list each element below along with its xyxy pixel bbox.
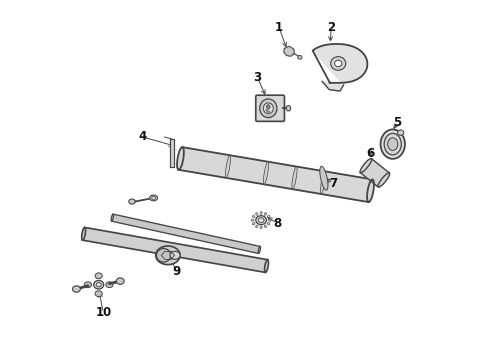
Ellipse shape: [269, 219, 271, 221]
Ellipse shape: [156, 246, 180, 265]
Ellipse shape: [298, 55, 302, 59]
Ellipse shape: [95, 291, 102, 297]
Polygon shape: [360, 159, 390, 187]
Polygon shape: [112, 214, 260, 253]
Ellipse shape: [156, 248, 171, 262]
Text: 7: 7: [329, 177, 337, 190]
Ellipse shape: [256, 216, 267, 225]
Ellipse shape: [152, 197, 155, 199]
Ellipse shape: [256, 213, 258, 215]
Ellipse shape: [264, 225, 267, 228]
Polygon shape: [170, 139, 174, 167]
Text: 1: 1: [275, 21, 283, 34]
Ellipse shape: [252, 222, 255, 225]
Ellipse shape: [397, 130, 404, 135]
Ellipse shape: [381, 130, 405, 159]
Ellipse shape: [264, 213, 267, 215]
Ellipse shape: [82, 228, 86, 240]
Ellipse shape: [106, 282, 113, 288]
Ellipse shape: [367, 179, 374, 202]
Ellipse shape: [94, 280, 104, 289]
Text: 10: 10: [95, 306, 111, 319]
Ellipse shape: [320, 171, 325, 194]
Ellipse shape: [251, 219, 254, 221]
Ellipse shape: [111, 214, 114, 221]
Ellipse shape: [320, 166, 328, 190]
Ellipse shape: [260, 212, 262, 215]
Ellipse shape: [267, 222, 270, 225]
Ellipse shape: [177, 147, 184, 170]
Ellipse shape: [170, 251, 180, 259]
Ellipse shape: [129, 199, 135, 204]
Text: 4: 4: [139, 130, 147, 144]
Ellipse shape: [252, 215, 255, 218]
Ellipse shape: [292, 167, 297, 189]
Ellipse shape: [265, 260, 269, 273]
Text: 9: 9: [173, 265, 181, 278]
Polygon shape: [284, 46, 294, 56]
Ellipse shape: [267, 215, 270, 218]
Ellipse shape: [258, 247, 261, 253]
Ellipse shape: [84, 282, 92, 288]
Ellipse shape: [225, 155, 230, 178]
Ellipse shape: [258, 218, 264, 222]
Ellipse shape: [149, 195, 157, 201]
Ellipse shape: [256, 225, 258, 228]
Ellipse shape: [260, 99, 277, 118]
Ellipse shape: [73, 286, 80, 292]
Ellipse shape: [335, 60, 342, 67]
Ellipse shape: [95, 273, 102, 279]
FancyBboxPatch shape: [256, 95, 285, 121]
Text: 3: 3: [253, 71, 262, 84]
Ellipse shape: [384, 134, 401, 155]
Ellipse shape: [388, 138, 398, 150]
Polygon shape: [178, 147, 372, 202]
Ellipse shape: [264, 162, 269, 184]
Ellipse shape: [286, 105, 291, 111]
Ellipse shape: [267, 105, 270, 109]
Ellipse shape: [260, 226, 262, 229]
Ellipse shape: [331, 57, 346, 70]
Text: 5: 5: [393, 116, 401, 129]
Text: 8: 8: [273, 216, 281, 230]
Polygon shape: [313, 44, 368, 91]
Polygon shape: [82, 228, 268, 273]
Ellipse shape: [263, 103, 273, 114]
Text: 6: 6: [367, 147, 375, 159]
Ellipse shape: [378, 173, 390, 187]
Ellipse shape: [116, 278, 124, 284]
Ellipse shape: [96, 283, 101, 287]
Text: 2: 2: [327, 21, 335, 34]
Ellipse shape: [360, 158, 372, 173]
